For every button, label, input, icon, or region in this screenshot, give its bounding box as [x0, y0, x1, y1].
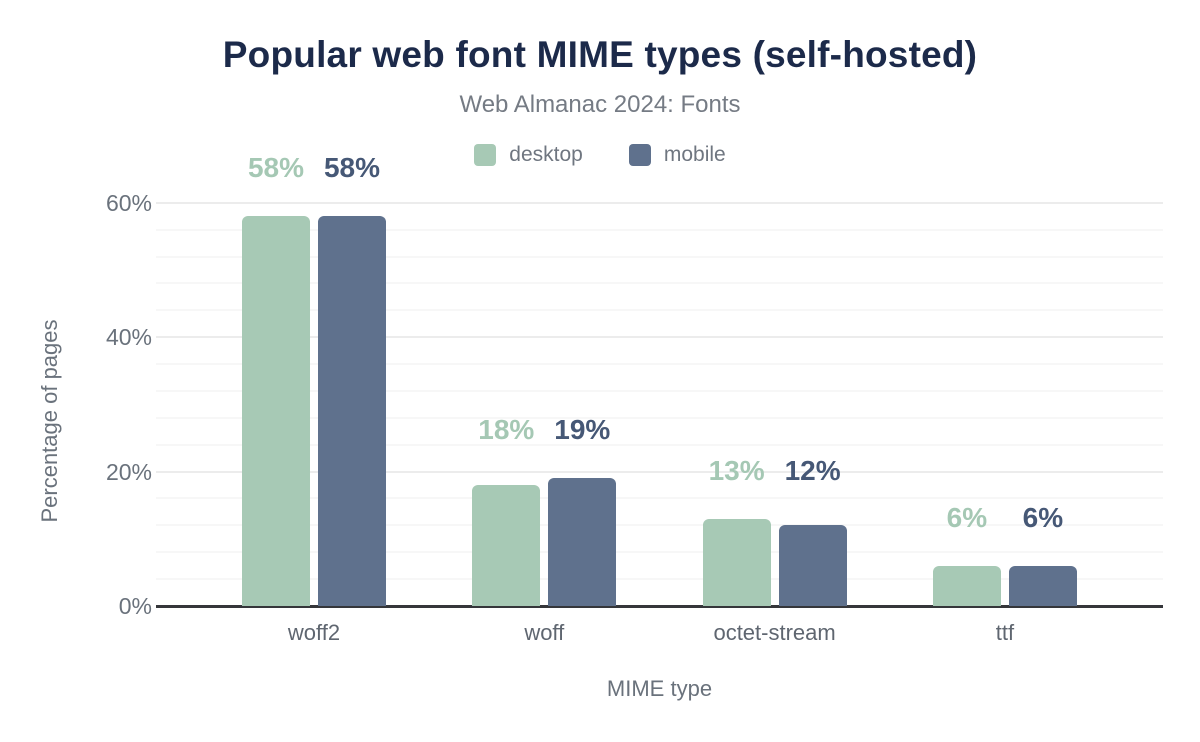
bar-value-label-mobile-woff2: 58% [323, 152, 381, 184]
gridline-minor-24 [156, 443, 1163, 446]
gridline-minor-56 [156, 228, 1163, 231]
bar-mobile-ttf [1008, 565, 1077, 606]
gridline-minor-44 [156, 309, 1163, 312]
bar-value-label-desktop-octet-stream: 13% [708, 454, 765, 486]
x-tick-label-ttf: ttf [995, 620, 1015, 645]
gridline-major-20 [156, 470, 1163, 473]
legend-label-desktop: desktop [509, 143, 583, 166]
gridline-minor-12 [156, 524, 1163, 527]
bar-value-label-mobile-ttf: 6% [1022, 501, 1064, 533]
chart-subtitle: Web Almanac 2024: Fonts [459, 91, 741, 118]
legend-item-mobile: mobile [628, 143, 726, 167]
y-tick-label-20: 20% [105, 458, 152, 485]
legend-label-mobile: mobile [663, 143, 726, 166]
gridline-minor-36 [156, 363, 1163, 366]
y-tick-label-40: 40% [105, 324, 152, 351]
bar-value-label-mobile-octet-stream: 12% [784, 454, 841, 486]
x-tick-label-woff: woff [524, 620, 565, 645]
legend-swatch-mobile [628, 144, 651, 166]
gridline-minor-28 [156, 416, 1163, 419]
gridline-minor-52 [156, 255, 1163, 258]
x-tick-label-woff2: woff2 [287, 620, 341, 645]
bar-desktop-ttf [932, 565, 1001, 606]
bar-mobile-woff2 [318, 216, 386, 606]
bar-desktop-woff2 [242, 216, 310, 606]
bar-mobile-woff [548, 478, 617, 606]
bar-value-label-desktop-woff2: 58% [247, 152, 305, 184]
gridline-minor-32 [156, 389, 1163, 392]
bar-value-label-desktop-ttf: 6% [946, 501, 988, 533]
x-tick-label-octet-stream: octet-stream [713, 620, 836, 645]
legend-swatch-desktop [474, 144, 497, 166]
x-axis-title: MIME type [606, 676, 713, 701]
gridline-minor-8 [156, 551, 1163, 554]
gridline-major-40 [156, 336, 1163, 339]
x-axis-line [156, 605, 1163, 608]
legend-item-desktop: desktop [474, 143, 583, 167]
y-tick-label-60: 60% [105, 189, 152, 216]
gridline-minor-16 [156, 497, 1163, 500]
gridline-minor-4 [156, 578, 1163, 581]
gridline-minor-48 [156, 282, 1163, 285]
bar-value-label-desktop-woff: 18% [478, 414, 535, 446]
bar-mobile-octet-stream [778, 525, 847, 606]
chart-title: Popular web font MIME types (self-hosted… [222, 34, 978, 75]
y-tick-label-0: 0% [118, 593, 152, 619]
legend: desktop mobile [0, 143, 1200, 167]
gridline-major-60 [156, 201, 1163, 204]
bar-value-label-mobile-woff: 19% [554, 414, 611, 446]
bar-desktop-woff [472, 485, 541, 606]
bar-desktop-octet-stream [702, 518, 771, 606]
